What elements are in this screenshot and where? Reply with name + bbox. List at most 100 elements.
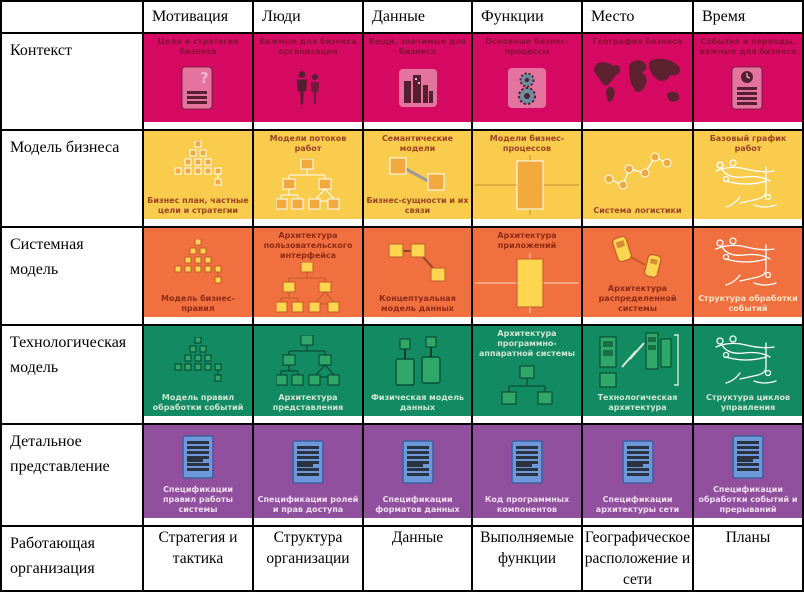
matrix-cell-3-2: Физическая модель данных: [364, 326, 471, 423]
cell-label: Важные для бизнеса организации: [259, 37, 357, 56]
cell-label: География бизнеса: [592, 37, 683, 46]
matrix-cell-3-3: Архитектура программно-аппаратной систем…: [473, 326, 581, 423]
row-label-1: Модель бизнеса: [2, 131, 142, 226]
matrix-cell-0-0: Цели и стратегия бизнеса ?: [144, 34, 252, 129]
cell-label: Бизнес план, частные цели и стратегии: [147, 196, 249, 215]
doc-spec-icon: [146, 428, 250, 485]
cell-block: Архитектура программно-аппаратной систем…: [473, 326, 581, 416]
column-header-4: Место: [583, 2, 692, 32]
cell-block: Концептуальная модель данных: [364, 228, 471, 317]
row-label-footer: Работающая организация: [2, 527, 142, 590]
cell-label: Модели бизнес-процессов: [489, 134, 565, 153]
cell-block: Базовый график работ: [694, 131, 802, 219]
cell-block: Физическая модель данных: [364, 326, 471, 416]
cell-label: Семантические модели: [381, 134, 454, 153]
matrix-cell-4-4: Спецификации архитектуры сети: [583, 425, 692, 525]
row-label-3: Технологическая модель: [2, 326, 142, 423]
cell-label: Технологическая архитектура: [597, 393, 678, 412]
doc-clock-icon: [696, 57, 800, 119]
cell-block: Основные бизнес-процессы: [473, 34, 581, 122]
cell-label: Структура циклов управления: [705, 393, 791, 412]
column-header-0: Мотивация: [144, 2, 252, 32]
cell-label: Концептуальная модель данных: [379, 294, 456, 313]
footer-cell-1: Структура организации: [254, 527, 362, 590]
matrix-cell-1-4: Система логистики: [583, 131, 692, 226]
cell-block: Цели и стратегия бизнеса ?: [144, 34, 252, 122]
cell-label: Базовый график работ: [709, 134, 787, 153]
cell-block: Архитектура пользовательского интерфейса: [254, 228, 362, 317]
cell-block: География бизнеса: [583, 34, 692, 122]
svg-text:?: ?: [200, 69, 209, 87]
cell-label: Структура обработки событий: [698, 294, 798, 313]
matrix-cell-3-4: Технологическая архитектура: [583, 326, 692, 423]
matrix-cell-4-2: Спецификации форматов данных: [364, 425, 471, 525]
process-cross-icon: [475, 251, 579, 314]
cell-block: Архитектура приложений: [473, 228, 581, 317]
cell-label: Спецификации форматов данных: [375, 495, 460, 514]
racks-lightning-icon: [585, 329, 690, 393]
column-header-1: Люди: [254, 2, 362, 32]
footer-cell-0: Стратегия и тактика: [144, 527, 252, 590]
matrix-cell-4-0: Спецификации правил работы системы: [144, 425, 252, 525]
column-header-3: Функции: [473, 2, 581, 32]
matrix-cell-2-3: Архитектура приложений: [473, 228, 581, 324]
matrix-cell-4-1: Спецификации ролей и прав доступа: [254, 425, 362, 525]
pyramid-icon: [146, 231, 250, 294]
matrix-cell-1-3: Модели бизнес-процессов: [473, 131, 581, 226]
matrix-cell-2-1: Архитектура пользовательского интерфейса: [254, 228, 362, 324]
matrix-cell-0-3: Основные бизнес-процессы: [473, 34, 581, 129]
cell-block: Структура циклов управления: [694, 326, 802, 416]
cell-block: Структура обработки событий: [694, 228, 802, 317]
doc-spec-icon: [256, 428, 360, 495]
cell-label: Спецификации ролей и прав доступа: [257, 495, 359, 514]
org-tree-icon: [256, 329, 360, 393]
cell-block: Спецификации правил работы системы: [144, 425, 252, 518]
cell-block: Спецификации ролей и прав доступа: [254, 425, 362, 518]
cell-label: Основные бизнес-процессы: [485, 37, 569, 56]
matrix-cell-2-4: Архитектура распределенной системы: [583, 228, 692, 324]
column-header-2: Данные: [364, 2, 471, 32]
cell-label: Модель бизнес-правил: [161, 294, 235, 313]
row-label-2: Системная модель: [2, 228, 142, 324]
pyramid-icon: [146, 329, 250, 393]
matrix-cell-3-5: Структура циклов управления: [694, 326, 802, 423]
cell-sublabel: Бизнес-сущности и их связи: [366, 196, 469, 215]
footer-cell-5: Планы: [694, 527, 802, 590]
cell-block: Модели бизнес-процессов: [473, 131, 581, 219]
footer-cell-4: Географическое расположение и сети: [583, 527, 692, 590]
cell-block: Модель бизнес-правил: [144, 228, 252, 317]
sketch-icon: [696, 231, 800, 294]
matrix-cell-0-4: География бизнеса: [583, 34, 692, 129]
city-icon: [366, 57, 469, 119]
cell-block: Система логистики: [583, 131, 692, 219]
cell-block: Модель правил обработки событий: [144, 326, 252, 416]
matrix-cell-2-0: Модель бизнес-правил: [144, 228, 252, 324]
world-map-icon: [585, 47, 690, 119]
matrix-cell-1-0: Бизнес план, частные цели и стратегии: [144, 131, 252, 226]
cell-block: Спецификации форматов данных: [364, 425, 471, 518]
cell-label: Архитектура представления: [272, 393, 344, 412]
cell-block: Семантические модели Бизнес-сущности и их…: [364, 131, 471, 219]
cell-label: Спецификации архитектуры сети: [595, 495, 680, 514]
matrix-cell-1-5: Базовый график работ: [694, 131, 802, 226]
sketch-icon: [696, 154, 800, 216]
doc-spec-icon: [696, 428, 800, 485]
corner-cell: [2, 2, 142, 32]
doc-spec-icon: [366, 428, 469, 495]
cylinders-icon: [366, 329, 469, 393]
row-label-4: Детальное представление: [2, 425, 142, 525]
doc-spec-icon: [585, 428, 690, 495]
linked-3-icon: [366, 231, 469, 294]
matrix-cell-4-5: Спецификации обработки событий и прерыва…: [694, 425, 802, 525]
pyramid-icon: [146, 134, 250, 196]
tree-3-icon: [475, 359, 579, 413]
footer-cell-2: Данные: [364, 527, 471, 590]
org-tree-icon: [256, 154, 360, 216]
cell-block: Вещи, значимые для бизнеса: [364, 34, 471, 122]
cell-block: Бизнес план, частные цели и стратегии: [144, 131, 252, 219]
cell-block: Важные для бизнеса организации: [254, 34, 362, 122]
cell-label: Цели и стратегия бизнеса: [157, 37, 239, 56]
matrix-cell-0-2: Вещи, значимые для бизнеса: [364, 34, 471, 129]
cell-block: События и периоды, важные для бизнеса: [694, 34, 802, 122]
